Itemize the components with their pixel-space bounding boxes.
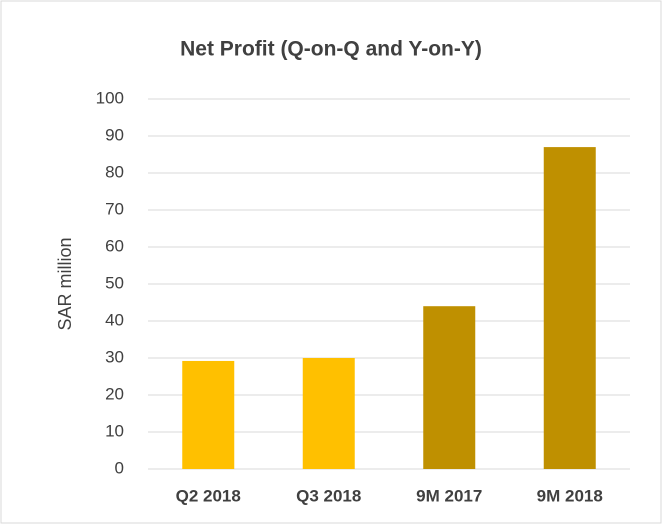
bar — [302, 358, 355, 469]
y-axis-label: SAR million — [55, 237, 75, 330]
y-tick-label: 100 — [96, 88, 124, 107]
y-tick-label: 50 — [105, 273, 124, 292]
y-tick-label: 40 — [105, 310, 124, 329]
bar — [182, 360, 235, 469]
x-tick-label: Q3 2018 — [296, 486, 361, 505]
chart-title: Net Profit (Q-on-Q and Y-on-Y) — [180, 38, 482, 61]
bar — [543, 147, 596, 469]
y-tick-label: 0 — [115, 458, 124, 477]
y-tick-label: 30 — [105, 347, 124, 366]
y-tick-label: 80 — [105, 162, 124, 181]
x-tick-label: 9M 2018 — [537, 486, 603, 505]
y-tick-label: 20 — [105, 384, 124, 403]
y-tick-label: 90 — [105, 125, 124, 144]
x-tick-label: 9M 2017 — [416, 486, 482, 505]
y-tick-label: 60 — [105, 236, 124, 255]
y-tick-label: 10 — [105, 421, 124, 440]
bar — [423, 306, 476, 469]
x-tick-label: Q2 2018 — [176, 486, 241, 505]
y-tick-label: 70 — [105, 199, 124, 218]
